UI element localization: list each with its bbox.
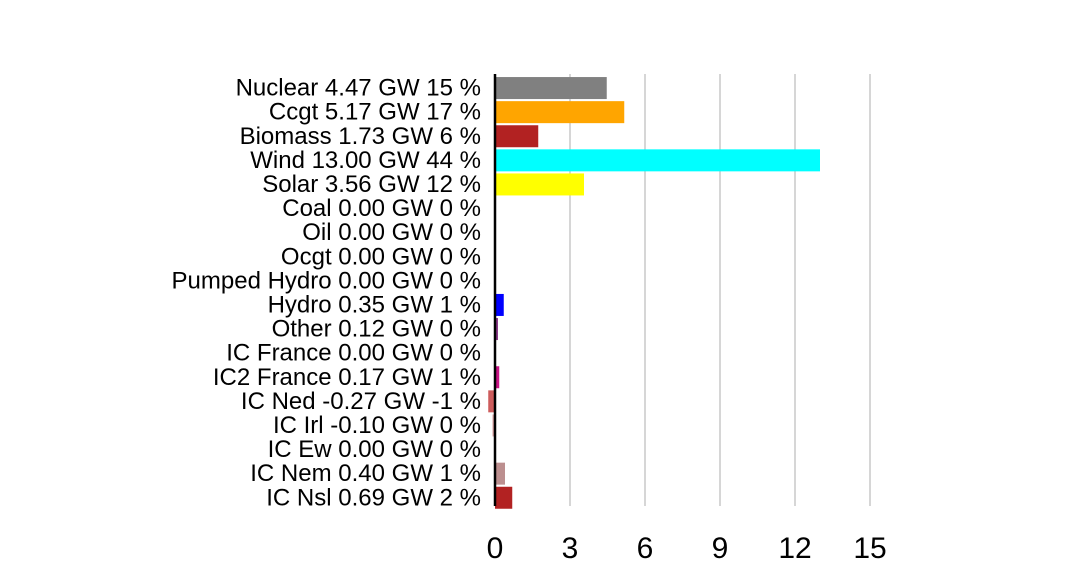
x-tick-label: 15 (853, 532, 886, 565)
gridlines (569, 74, 871, 506)
x-tick-label: 6 (637, 532, 654, 565)
x-tick-label: 12 (778, 532, 811, 565)
category-label: IC Nem 0.40 GW 1 % (250, 460, 481, 487)
x-tick-label: 9 (712, 532, 729, 565)
category-label: Oil 0.00 GW 0 % (302, 219, 481, 246)
bar-3 (495, 149, 820, 172)
bar-0 (495, 77, 607, 100)
bar-16 (495, 462, 505, 485)
bar-9 (495, 293, 504, 316)
bars (488, 77, 820, 509)
bar-2 (495, 125, 539, 148)
category-label: IC Ned -0.27 GW -1 % (241, 388, 481, 415)
category-label: Wind 13.00 GW 44 % (250, 147, 481, 174)
category-label: Solar 3.56 GW 12 % (262, 171, 481, 198)
category-label: Biomass 1.73 GW 6 % (240, 123, 481, 150)
bar-10 (495, 318, 498, 341)
category-label: Ccgt 5.17 GW 17 % (269, 99, 481, 126)
bar-13 (488, 390, 495, 413)
category-label: IC Irl -0.10 GW 0 % (273, 412, 481, 439)
bar-17 (495, 486, 513, 509)
x-tick-label: 3 (562, 532, 579, 565)
bar-1 (495, 101, 625, 124)
category-label: Other 0.12 GW 0 % (272, 316, 481, 343)
category-label: IC Ew 0.00 GW 0 % (268, 436, 481, 463)
category-labels: Nuclear 4.47 GW 15 %Ccgt 5.17 GW 17 %Bio… (172, 75, 481, 512)
category-label: IC Nsl 0.69 GW 2 % (266, 484, 481, 511)
category-label: Nuclear 4.47 GW 15 % (236, 75, 481, 102)
bar-4 (495, 173, 584, 196)
category-label: Ocgt 0.00 GW 0 % (281, 243, 481, 270)
category-label: Hydro 0.35 GW 1 % (268, 291, 481, 318)
category-label: Pumped Hydro 0.00 GW 0 % (172, 267, 481, 294)
category-label: IC2 France 0.17 GW 1 % (213, 364, 481, 391)
x-tick-labels: 0 3 6 9 12 15 (487, 532, 887, 565)
category-label: IC France 0.00 GW 0 % (226, 340, 481, 367)
bar-12 (495, 366, 500, 389)
category-label: Coal 0.00 GW 0 % (282, 195, 481, 222)
x-tick-label: 0 (487, 532, 504, 565)
